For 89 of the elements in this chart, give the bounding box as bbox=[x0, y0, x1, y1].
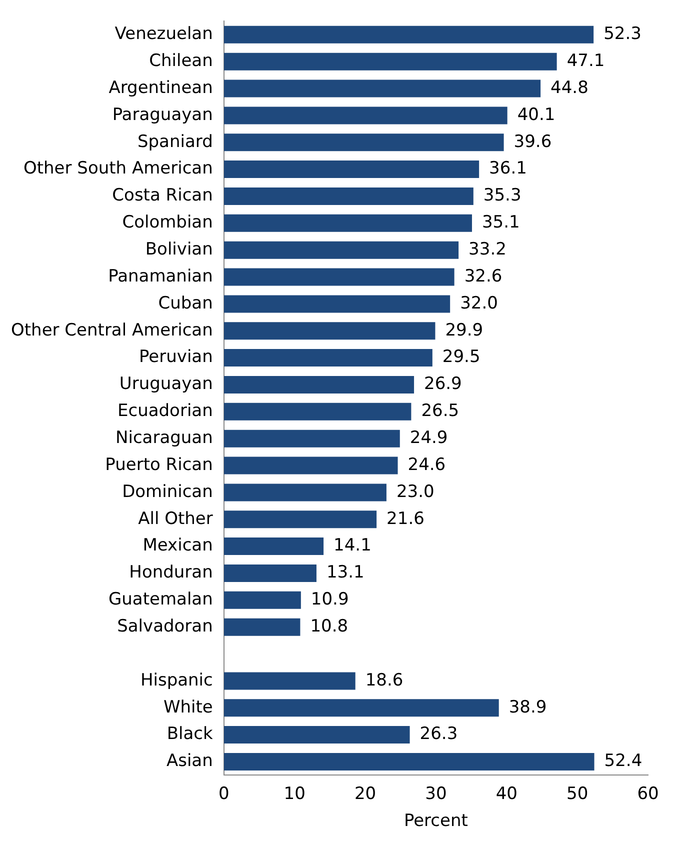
y-tick-label: Other Central American bbox=[11, 320, 213, 340]
bar bbox=[224, 430, 400, 448]
y-tick-label: Hispanic bbox=[140, 670, 213, 690]
bar bbox=[224, 295, 450, 313]
y-tick-label: Chilean bbox=[149, 51, 213, 72]
y-tick-label: Mexican bbox=[142, 536, 213, 556]
y-tick-label: Salvadoran bbox=[117, 616, 213, 637]
bar bbox=[224, 752, 594, 770]
y-tick-label: Honduran bbox=[129, 562, 213, 583]
data-label: 18.6 bbox=[365, 670, 404, 690]
bar bbox=[224, 268, 454, 286]
data-label: 13.1 bbox=[326, 562, 364, 583]
x-tick-label: 60 bbox=[637, 784, 659, 804]
bar bbox=[224, 699, 499, 717]
bar bbox=[224, 484, 386, 502]
y-tick-label: Ecuadorian bbox=[117, 401, 213, 422]
x-tick-label: 20 bbox=[354, 784, 376, 804]
y-tick-label: Nicaraguan bbox=[116, 428, 213, 448]
data-label: 44.8 bbox=[550, 78, 588, 98]
y-tick-label: Guatemalan bbox=[108, 590, 213, 610]
y-tick-label: Argentinean bbox=[108, 78, 213, 98]
bar bbox=[224, 160, 480, 178]
y-tick-label: Bolivian bbox=[145, 240, 213, 260]
bar bbox=[224, 456, 398, 474]
bar bbox=[224, 402, 412, 420]
data-label: 26.3 bbox=[420, 724, 458, 744]
bar bbox=[224, 510, 377, 528]
bar bbox=[224, 134, 504, 152]
y-tick-label: Black bbox=[166, 724, 214, 744]
data-label: 36.1 bbox=[489, 158, 527, 179]
y-tick-label: White bbox=[163, 697, 213, 718]
x-tick-label: 10 bbox=[284, 784, 306, 804]
data-label: 29.9 bbox=[445, 320, 484, 340]
bar bbox=[224, 26, 594, 44]
data-label: 47.1 bbox=[566, 51, 605, 72]
y-tick-label: All Other bbox=[138, 508, 213, 529]
y-tick-label: Puerto Rican bbox=[105, 454, 213, 475]
y-tick-label: Asian bbox=[166, 751, 213, 772]
x-tick-label: 0 bbox=[218, 784, 230, 804]
bar bbox=[224, 349, 432, 367]
data-label: 38.9 bbox=[508, 697, 547, 718]
bar bbox=[224, 214, 472, 232]
data-label: 39.6 bbox=[514, 132, 552, 152]
y-tick-label: Peruvian bbox=[139, 347, 213, 368]
bar bbox=[224, 564, 316, 582]
y-tick-label: Paraguayan bbox=[112, 104, 213, 125]
data-label: 29.5 bbox=[442, 347, 480, 368]
data-label: 35.3 bbox=[483, 186, 522, 206]
x-axis-title: Percent bbox=[404, 811, 468, 832]
data-label: 26.9 bbox=[424, 374, 462, 394]
y-tick-label: Spaniard bbox=[137, 132, 213, 152]
data-label: 52.4 bbox=[604, 751, 642, 772]
data-label: 52.3 bbox=[604, 24, 642, 44]
x-tick-label: 40 bbox=[496, 784, 518, 804]
data-label: 10.9 bbox=[310, 590, 349, 610]
y-tick-label: Uruguayan bbox=[119, 374, 213, 394]
data-label: 26.5 bbox=[421, 401, 460, 422]
bar bbox=[224, 591, 301, 609]
data-label: 33.2 bbox=[468, 240, 506, 260]
bar bbox=[224, 726, 410, 744]
bar bbox=[224, 187, 474, 205]
data-label: 14.1 bbox=[334, 536, 372, 556]
x-tick-label: 30 bbox=[425, 784, 447, 804]
data-label: 24.6 bbox=[408, 454, 446, 475]
x-tick-label: 50 bbox=[566, 784, 588, 804]
bar bbox=[224, 80, 541, 98]
data-label: 21.6 bbox=[386, 508, 424, 529]
y-tick-label: Other South American bbox=[23, 158, 213, 179]
bar bbox=[224, 241, 459, 259]
y-tick-label: Costa Rican bbox=[112, 186, 213, 206]
bar bbox=[224, 672, 356, 690]
bar bbox=[224, 618, 300, 636]
data-label: 32.0 bbox=[460, 293, 498, 314]
data-label: 23.0 bbox=[396, 482, 434, 502]
y-tick-label: Panamanian bbox=[108, 266, 213, 286]
data-label: 10.8 bbox=[310, 616, 348, 637]
data-label: 40.1 bbox=[517, 104, 556, 125]
data-label: 35.1 bbox=[482, 212, 520, 233]
y-tick-label: Colombian bbox=[122, 212, 213, 233]
bar bbox=[224, 52, 557, 70]
data-label: 32.6 bbox=[464, 266, 502, 286]
y-tick-label: Dominican bbox=[122, 482, 213, 502]
bar bbox=[224, 376, 414, 394]
bar bbox=[224, 106, 508, 124]
bar bbox=[224, 538, 324, 556]
y-tick-label: Venezuelan bbox=[114, 24, 213, 44]
y-tick-label: Cuban bbox=[158, 293, 213, 314]
data-label: 24.9 bbox=[410, 428, 448, 448]
bar bbox=[224, 322, 436, 340]
